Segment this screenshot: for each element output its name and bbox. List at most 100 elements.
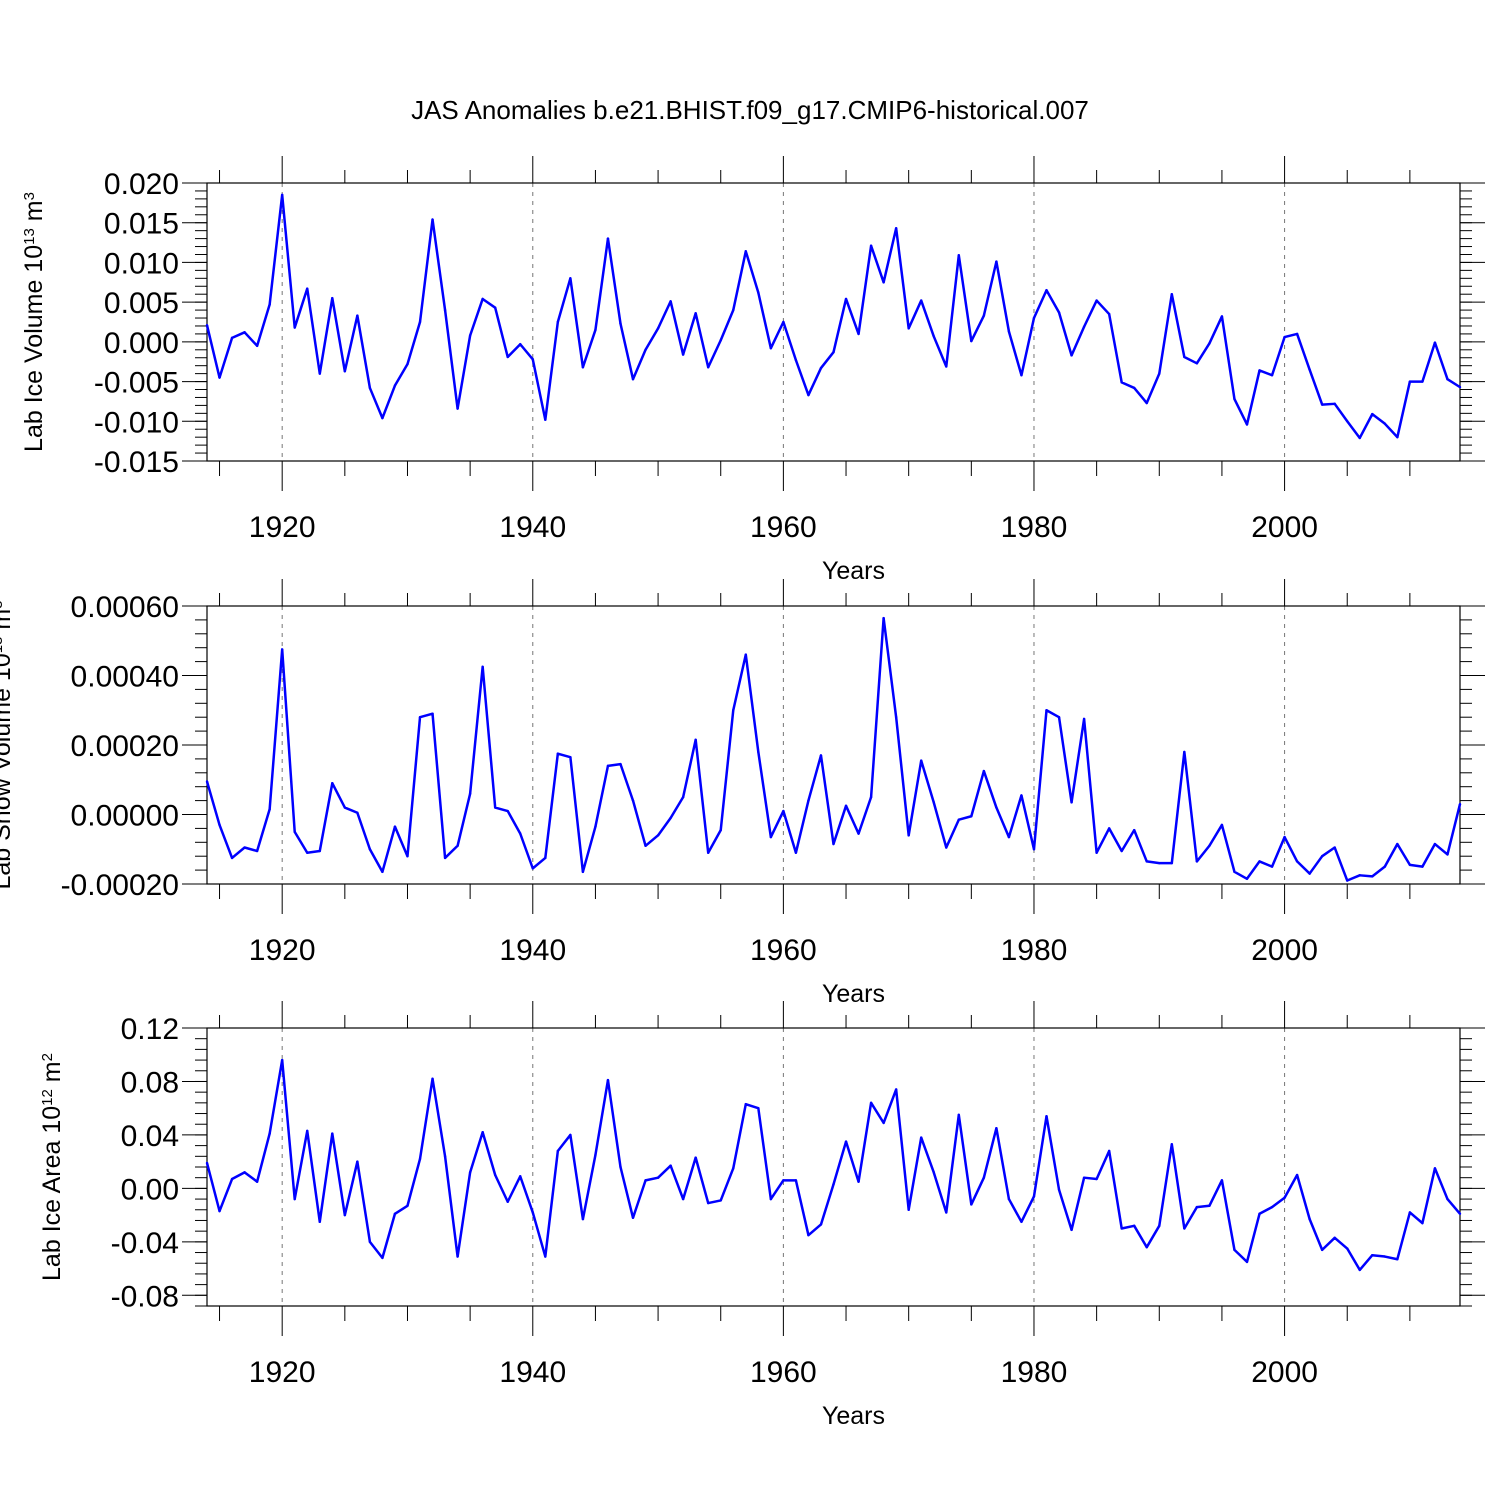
- ice-area-y-tick-label: 0.04: [121, 1120, 179, 1153]
- snow-volume-y-axis-label: Lab Snow Volume 1013 m3: [0, 600, 16, 889]
- ice-volume-data-point: [506, 355, 509, 359]
- ice-area-data-point: [1320, 1248, 1324, 1252]
- ice-area-data-point: [869, 1101, 873, 1105]
- snow-volume-data-point: [468, 792, 472, 795]
- ice-area-data-point: [1020, 1220, 1023, 1223]
- ice-volume-data-point: [493, 306, 497, 309]
- ice-area-data-point: [306, 1129, 309, 1133]
- ice-area-data-point: [381, 1256, 384, 1260]
- ice-volume-data-point: [857, 332, 860, 336]
- ice-area-data-point: [1446, 1197, 1449, 1201]
- ice-area-data-point: [694, 1156, 697, 1159]
- ice-area-data-point: [1333, 1236, 1336, 1240]
- ice-volume-x-tick-label: 1940: [499, 511, 566, 544]
- snow-volume-y-tick-label: 0.00060: [71, 591, 179, 624]
- snow-volume-data-point: [1396, 842, 1399, 846]
- snow-volume-data-point: [995, 806, 998, 809]
- ice-volume-y-tick-label: -0.005: [94, 367, 179, 400]
- ice-area-data-point: [907, 1208, 910, 1211]
- ice-volume-data-point: [707, 366, 710, 369]
- ice-area-data-point: [1158, 1224, 1161, 1228]
- ice-area-data-point: [431, 1077, 434, 1080]
- ice-area-data-point: [1283, 1196, 1286, 1199]
- snow-volume-data-point: [970, 815, 973, 818]
- snow-volume-data-point: [1270, 865, 1274, 868]
- ice-volume-data-point: [243, 331, 246, 334]
- ice-area-data-point: [1346, 1247, 1349, 1250]
- ice-area-data-point: [268, 1132, 271, 1135]
- ice-volume-x-tick-label: 2000: [1251, 511, 1318, 544]
- ice-area-data-point: [844, 1140, 848, 1143]
- snow-volume-data-point: [945, 846, 948, 849]
- ice-area-data-point: [970, 1203, 973, 1206]
- ice-volume-data-point: [318, 372, 321, 375]
- snow-volume-data-point: [406, 855, 409, 858]
- ice-volume-data-point: [1433, 341, 1437, 344]
- ice-volume-y-tick-label: -0.015: [94, 446, 179, 479]
- snow-volume-data-point: [1208, 844, 1211, 847]
- ice-area-data-point: [1258, 1212, 1261, 1215]
- snow-volume-y-tick-label: 0.00040: [71, 661, 179, 694]
- ice-volume-data-point: [1383, 422, 1387, 425]
- snow-volume-data-point: [1371, 875, 1374, 878]
- ice-volume-data-point: [1145, 401, 1148, 405]
- snow-volume-data-point: [606, 764, 610, 768]
- snow-volume-data-point: [393, 825, 397, 828]
- ice-area-data-point: [243, 1171, 246, 1174]
- ice-area-data-point: [1358, 1268, 1361, 1272]
- ice-volume-data-point: [581, 366, 585, 369]
- ice-volume-data-point: [669, 300, 672, 303]
- snow-volume-data-point: [1346, 879, 1349, 882]
- snow-volume-data-point: [1133, 828, 1136, 832]
- snow-volume-data-point: [331, 782, 334, 785]
- snow-volume-data-point: [230, 856, 234, 860]
- ice-area-data-point: [519, 1175, 522, 1178]
- ice-area-data-point: [1007, 1197, 1011, 1201]
- snow-volume-data-point: [356, 811, 359, 814]
- ice-volume-x-axis-label: Years: [822, 557, 885, 585]
- ice-volume-y-axis-label-superscript: 13: [21, 228, 38, 245]
- ice-volume-data-point: [1308, 368, 1311, 371]
- ice-area-data-point: [544, 1255, 547, 1258]
- ice-volume-data-point: [1057, 311, 1061, 314]
- ice-area-data-point: [631, 1216, 635, 1219]
- snow-volume-x-tick-label: 1960: [750, 934, 817, 967]
- ice-area-data-point: [393, 1212, 397, 1215]
- ice-area-y-tick-label: -0.04: [111, 1227, 179, 1260]
- ice-volume-data-point: [732, 308, 735, 312]
- snow-volume-data-point: [1095, 851, 1098, 854]
- ice-volume-data-point: [280, 193, 284, 197]
- ice-area-y-tick-label: -0.08: [111, 1280, 179, 1313]
- ice-volume-y-tick-label: -0.010: [94, 406, 179, 439]
- ice-volume-data-point: [293, 326, 296, 329]
- snow-volume-data-point: [1358, 874, 1361, 877]
- ice-area-data-point: [1421, 1221, 1424, 1225]
- ice-volume-data-point: [1133, 386, 1136, 390]
- ice-volume-data-point: [443, 308, 447, 312]
- snow-volume-y-axis-label-superscript: 13: [0, 637, 6, 654]
- snow-volume-data-point: [318, 849, 321, 853]
- snow-volume-data-point: [644, 844, 647, 847]
- ice-volume-data-point: [1446, 377, 1449, 381]
- snow-volume-data-point: [1421, 865, 1424, 868]
- ice-volume-data-point: [945, 365, 948, 368]
- ice-area-data-point: [1057, 1188, 1061, 1191]
- snow-volume-data-point: [268, 808, 271, 811]
- snow-volume-data-point: [757, 750, 760, 754]
- snow-volume-data-point: [1233, 870, 1236, 874]
- snow-volume-data-point: [581, 870, 585, 874]
- ice-area-data-point: [331, 1132, 334, 1135]
- snow-volume-x-tick-label: 1940: [499, 934, 566, 967]
- ice-area-data-point: [794, 1179, 798, 1182]
- snow-volume-data-point: [1057, 716, 1061, 719]
- snow-volume-y-axis-label-text: m: [0, 609, 16, 637]
- snow-volume-data-point: [293, 830, 296, 834]
- snow-volume-y-tick-label: 0.00020: [71, 730, 179, 763]
- ice-volume-data-point: [1458, 385, 1462, 389]
- ice-volume-data-point: [920, 299, 923, 302]
- ice-volume-data-point: [982, 314, 986, 317]
- ice-volume-data-point: [519, 343, 522, 346]
- ice-volume-data-point: [255, 344, 259, 348]
- ice-area-data-point: [205, 1161, 209, 1165]
- ice-area-data-point: [1133, 1224, 1136, 1228]
